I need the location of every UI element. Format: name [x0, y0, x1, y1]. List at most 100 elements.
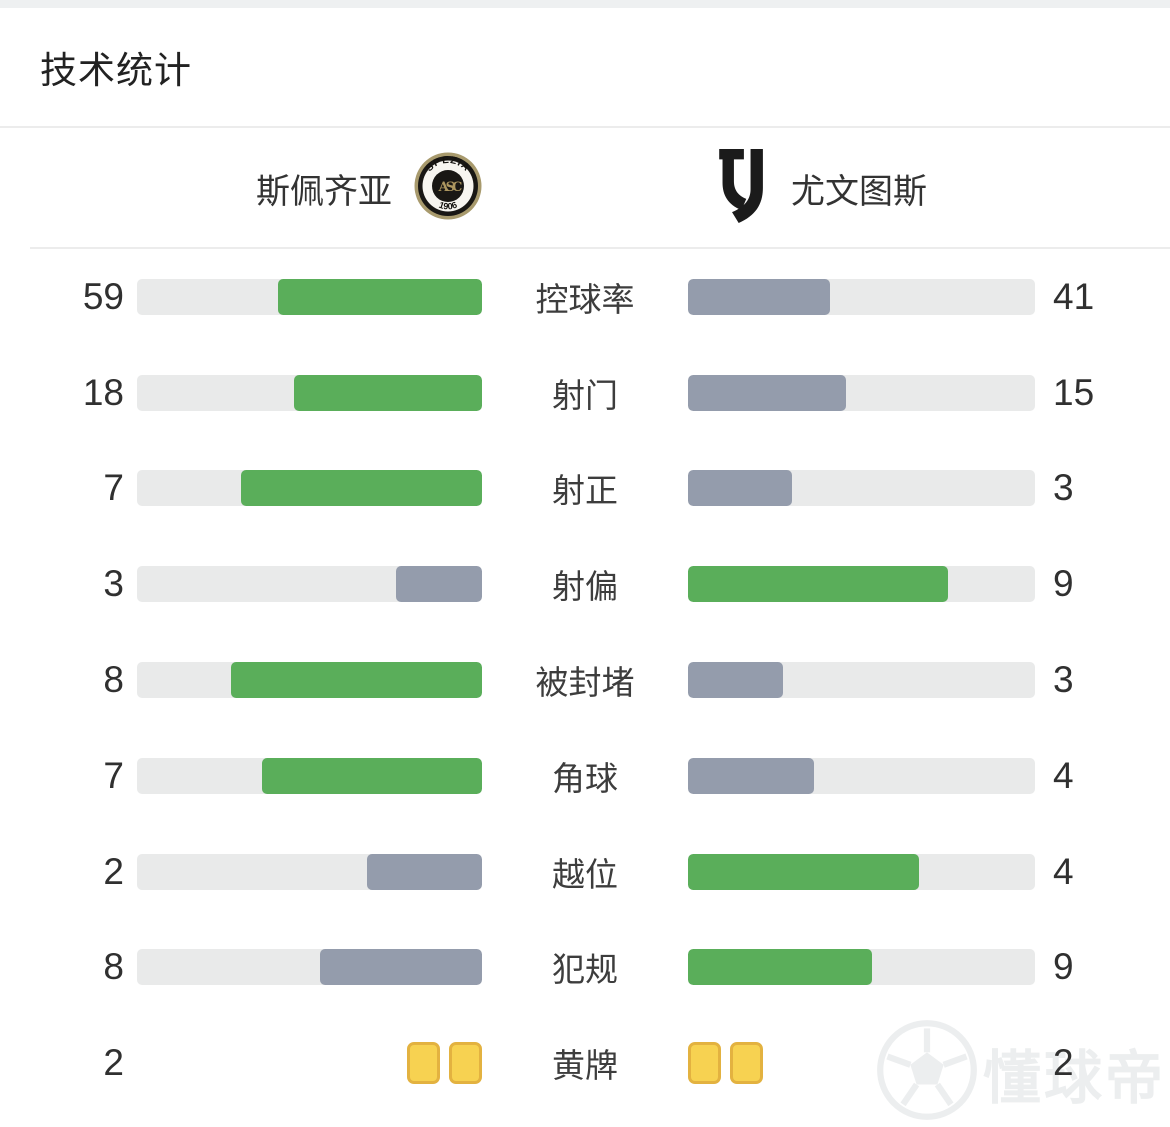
stat-row: 7 射正 3: [0, 441, 1170, 537]
home-bar-cell: [137, 470, 482, 507]
stat-row: 3 射偏 9: [0, 536, 1170, 632]
home-bar-track: [137, 661, 482, 698]
home-bar-cell: [137, 661, 482, 698]
home-bar-track: [137, 374, 482, 411]
away-value: 9: [1053, 563, 1074, 605]
home-value: 7: [103, 467, 124, 509]
stat-label: 被封堵: [535, 663, 635, 701]
stat-row: 7 角球 4: [0, 728, 1170, 824]
stat-label: 角球: [552, 759, 618, 797]
home-value: 8: [103, 946, 124, 988]
stat-label: 射门: [552, 376, 618, 414]
away-bar-cell: [688, 949, 1035, 986]
home-bar-track: [137, 949, 482, 986]
away-bar-track: [688, 757, 1035, 794]
away-bar-fill: [688, 853, 920, 890]
away-bar-cell: [688, 1042, 1035, 1085]
yellow-card-icon: [688, 1042, 721, 1085]
home-bar-cell: [137, 853, 482, 890]
stat-label: 越位: [552, 855, 618, 893]
stats-rows: 59 控球率 41 18 射门: [0, 249, 1170, 1111]
away-bar-cell: [688, 757, 1035, 794]
home-bar-fill: [367, 853, 482, 890]
watermark: 懂球帝: [875, 1018, 1166, 1127]
home-cards: [137, 1042, 482, 1085]
stat-row: 8 被封堵 3: [0, 632, 1170, 728]
home-bar-fill: [278, 278, 482, 315]
away-value: 3: [1053, 467, 1074, 509]
away-bar-fill: [688, 949, 872, 986]
home-value: 2: [103, 850, 124, 892]
home-bar-track: [137, 853, 482, 890]
away-bar-cell: [688, 566, 1035, 603]
away-team: 尤文图斯: [688, 148, 1170, 229]
home-team-name: 斯佩齐亚: [256, 173, 392, 211]
away-bar-fill: [688, 278, 831, 315]
home-bar-fill: [319, 949, 482, 986]
top-strip: [0, 0, 1170, 8]
away-bar-track: [688, 853, 1035, 890]
section-header: 技术统计: [0, 8, 1170, 128]
home-bar-fill: [231, 661, 482, 698]
svg-text:ASC: ASC: [438, 180, 462, 195]
home-bar-cell: [137, 278, 482, 315]
home-value: 8: [103, 658, 124, 700]
home-bar-track: [137, 566, 482, 603]
watermark-text: 懂球帝: [982, 1045, 1166, 1111]
stat-row: 2 越位 4: [0, 824, 1170, 920]
yellow-card-icon: [730, 1042, 763, 1085]
away-bar-cell: [688, 853, 1035, 890]
home-bar-fill: [395, 566, 482, 603]
away-bar-track: [688, 470, 1035, 507]
away-bar-track: [688, 661, 1035, 698]
home-value: 7: [103, 754, 124, 796]
away-bar-fill: [688, 374, 846, 411]
away-bar-track: [688, 566, 1035, 603]
home-value: 2: [103, 1042, 124, 1084]
home-team: 斯佩齐亚 SPEZIA 1906 ASC: [0, 152, 482, 225]
yellow-card-icon: [407, 1042, 440, 1085]
away-bar-track: [688, 374, 1035, 411]
away-team-name: 尤文图斯: [791, 173, 927, 211]
away-bar-track: [688, 278, 1035, 315]
stat-label: 犯规: [552, 951, 618, 989]
home-bar-cell: [137, 1042, 482, 1085]
soccer-ball-icon: [875, 1018, 979, 1127]
away-value: 15: [1053, 371, 1095, 413]
home-bar-cell: [137, 566, 482, 603]
away-bar-fill: [688, 470, 793, 507]
stat-row: 8 犯规 9: [0, 919, 1170, 1015]
away-bar-cell: [688, 278, 1035, 315]
away-bar-cell: [688, 661, 1035, 698]
page-title: 技术统计: [40, 50, 192, 91]
away-cards: [688, 1042, 1035, 1085]
stat-label: 控球率: [535, 280, 635, 318]
stat-row: 59 控球率 41: [0, 249, 1170, 345]
stat-label: 射正: [552, 472, 618, 510]
team-header: 斯佩齐亚 SPEZIA 1906 ASC: [0, 128, 1170, 249]
stat-row: 2 黄牌 2: [0, 1015, 1170, 1111]
stat-label: 射偏: [552, 568, 618, 606]
home-bar-track: [137, 278, 482, 315]
home-value: 18: [82, 371, 124, 413]
away-value: 4: [1053, 850, 1074, 892]
home-bar-fill: [262, 757, 482, 794]
home-value: 59: [82, 275, 124, 317]
home-bar-track: [137, 470, 482, 507]
away-bar-fill: [688, 566, 949, 603]
juventus-logo-icon: [718, 148, 766, 229]
home-bar-cell: [137, 949, 482, 986]
away-value: 41: [1053, 275, 1095, 317]
home-bar-cell: [137, 374, 482, 411]
away-bar-track: [688, 949, 1035, 986]
home-bar-track: [137, 757, 482, 794]
away-bar-fill: [688, 757, 815, 794]
home-bar-fill: [293, 374, 482, 411]
away-value: 9: [1053, 946, 1074, 988]
away-value: 4: [1053, 754, 1074, 796]
away-value: 3: [1053, 658, 1074, 700]
spezia-badge-icon: SPEZIA 1906 ASC: [414, 152, 482, 225]
home-bar-cell: [137, 757, 482, 794]
away-bar-cell: [688, 374, 1035, 411]
svg-text:1906: 1906: [438, 200, 459, 212]
